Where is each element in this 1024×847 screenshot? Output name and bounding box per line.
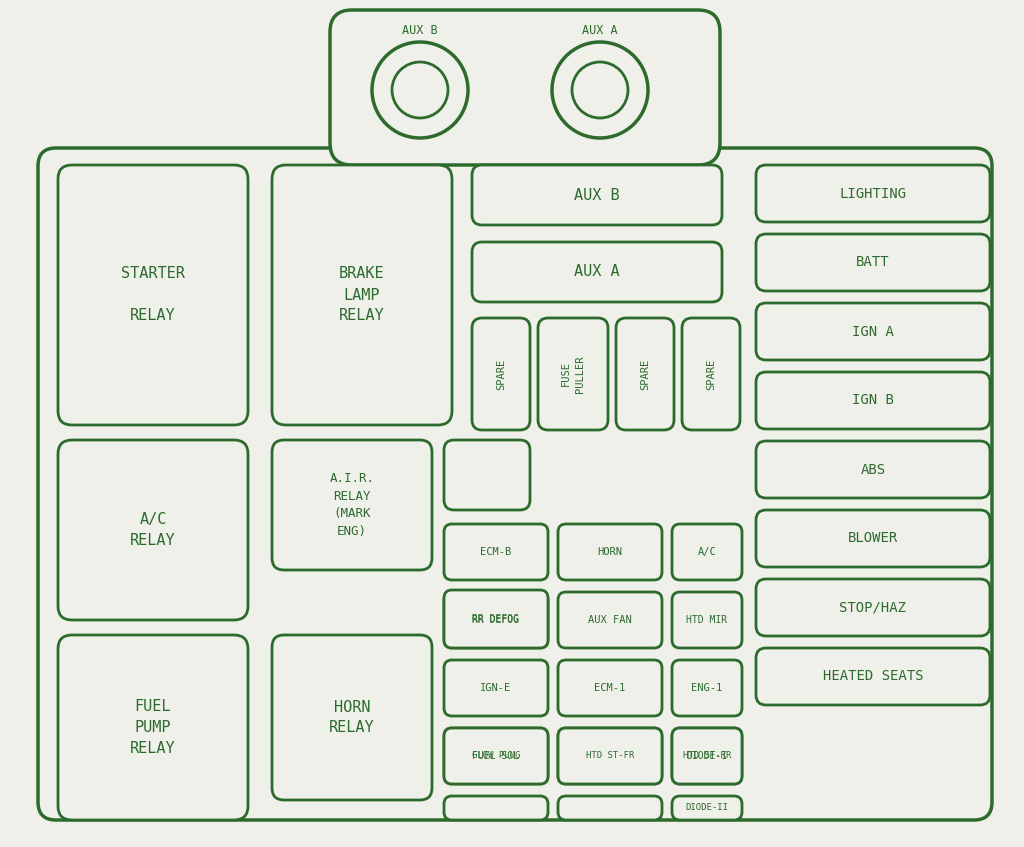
Text: ECM-1: ECM-1: [594, 683, 626, 693]
FancyBboxPatch shape: [472, 165, 722, 225]
FancyBboxPatch shape: [672, 728, 742, 784]
FancyBboxPatch shape: [444, 440, 530, 510]
Text: STARTER

RELAY: STARTER RELAY: [121, 267, 185, 324]
Text: SPARE: SPARE: [640, 358, 650, 390]
Text: RR DEFOG: RR DEFOG: [472, 615, 519, 625]
FancyBboxPatch shape: [272, 165, 452, 425]
Text: AUX B: AUX B: [402, 24, 438, 36]
Text: A.I.R.
RELAY
(MARK
ENG): A.I.R. RELAY (MARK ENG): [330, 472, 375, 539]
FancyBboxPatch shape: [558, 524, 662, 580]
Circle shape: [392, 62, 449, 118]
FancyBboxPatch shape: [672, 796, 742, 820]
Text: AUX B: AUX B: [574, 187, 620, 202]
FancyBboxPatch shape: [58, 635, 248, 820]
FancyBboxPatch shape: [616, 318, 674, 430]
Text: AUX A: AUX A: [574, 264, 620, 280]
Circle shape: [552, 42, 648, 138]
FancyBboxPatch shape: [682, 318, 740, 430]
FancyBboxPatch shape: [330, 10, 720, 165]
FancyBboxPatch shape: [272, 635, 432, 800]
Text: HEATED SEATS: HEATED SEATS: [822, 669, 924, 684]
FancyBboxPatch shape: [538, 318, 608, 430]
Circle shape: [572, 62, 628, 118]
FancyBboxPatch shape: [558, 660, 662, 716]
FancyBboxPatch shape: [672, 592, 742, 648]
Text: FUSE
PULLER: FUSE PULLER: [561, 355, 585, 393]
Text: HTD ST-RR: HTD ST-RR: [683, 751, 731, 761]
FancyBboxPatch shape: [756, 372, 990, 429]
Text: LIGHTING: LIGHTING: [840, 186, 906, 201]
Text: FUEL
PUMP
RELAY: FUEL PUMP RELAY: [130, 699, 176, 756]
FancyBboxPatch shape: [558, 796, 662, 820]
Text: GLOW PLUG: GLOW PLUG: [472, 751, 520, 761]
Text: SPARE: SPARE: [706, 358, 716, 390]
FancyBboxPatch shape: [444, 660, 548, 716]
FancyBboxPatch shape: [672, 524, 742, 580]
Text: SPARE: SPARE: [496, 358, 506, 390]
FancyBboxPatch shape: [756, 648, 990, 705]
Text: BRAKE
LAMP
RELAY: BRAKE LAMP RELAY: [339, 267, 385, 324]
Text: AUX FAN: AUX FAN: [588, 615, 632, 625]
Text: BLOWER: BLOWER: [848, 532, 898, 545]
Text: HTD MIR: HTD MIR: [686, 615, 728, 625]
FancyBboxPatch shape: [672, 660, 742, 716]
FancyBboxPatch shape: [38, 148, 992, 820]
Text: IGN-E: IGN-E: [480, 683, 512, 693]
FancyBboxPatch shape: [58, 440, 248, 620]
FancyBboxPatch shape: [272, 440, 432, 570]
FancyBboxPatch shape: [756, 579, 990, 636]
FancyBboxPatch shape: [756, 165, 990, 222]
Text: RR DEFOG: RR DEFOG: [472, 614, 519, 624]
Text: DIODE-I: DIODE-I: [686, 751, 728, 761]
Text: HORN
RELAY: HORN RELAY: [329, 700, 375, 735]
Text: ENG-1: ENG-1: [691, 683, 723, 693]
FancyBboxPatch shape: [558, 728, 662, 784]
FancyBboxPatch shape: [756, 441, 990, 498]
Text: FUEL SOL: FUEL SOL: [472, 751, 519, 761]
Text: IGN A: IGN A: [852, 324, 894, 339]
FancyBboxPatch shape: [444, 796, 548, 820]
FancyBboxPatch shape: [756, 303, 990, 360]
Text: BATT: BATT: [856, 256, 890, 269]
Text: DIODE-II: DIODE-II: [685, 804, 728, 812]
FancyBboxPatch shape: [672, 728, 742, 784]
FancyBboxPatch shape: [756, 234, 990, 291]
Text: AUX A: AUX A: [583, 24, 617, 36]
FancyBboxPatch shape: [444, 728, 548, 784]
Text: HORN: HORN: [597, 547, 623, 557]
Text: ECM-B: ECM-B: [480, 547, 512, 557]
FancyBboxPatch shape: [472, 242, 722, 302]
FancyBboxPatch shape: [58, 165, 248, 425]
Text: ABS: ABS: [860, 462, 886, 477]
Text: A/C: A/C: [697, 547, 717, 557]
FancyBboxPatch shape: [558, 592, 662, 648]
FancyBboxPatch shape: [444, 728, 548, 784]
Text: STOP/HAZ: STOP/HAZ: [840, 601, 906, 615]
Circle shape: [372, 42, 468, 138]
FancyBboxPatch shape: [472, 318, 530, 430]
Text: HTD ST-FR: HTD ST-FR: [586, 751, 634, 761]
FancyBboxPatch shape: [444, 592, 548, 648]
FancyBboxPatch shape: [444, 590, 548, 648]
FancyBboxPatch shape: [558, 728, 662, 784]
Text: IGN B: IGN B: [852, 394, 894, 407]
FancyBboxPatch shape: [756, 510, 990, 567]
Text: A/C
RELAY: A/C RELAY: [130, 512, 176, 548]
FancyBboxPatch shape: [444, 524, 548, 580]
